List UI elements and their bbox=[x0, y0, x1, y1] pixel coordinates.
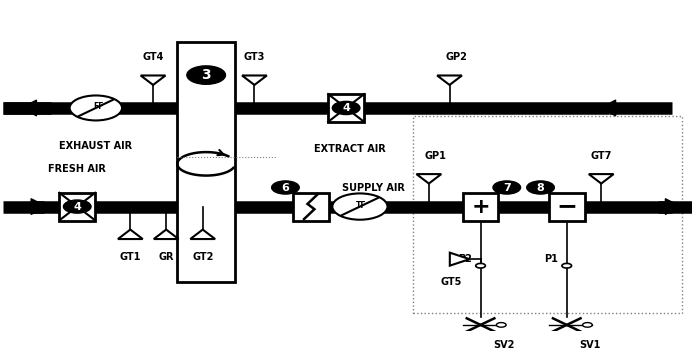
Polygon shape bbox=[140, 75, 165, 85]
Text: 7: 7 bbox=[503, 183, 511, 192]
Circle shape bbox=[476, 264, 485, 268]
Polygon shape bbox=[190, 230, 215, 239]
Bar bbox=[413, 116, 682, 313]
Text: GR: GR bbox=[158, 252, 174, 262]
Circle shape bbox=[272, 181, 300, 194]
Circle shape bbox=[562, 264, 571, 268]
Text: 3: 3 bbox=[202, 68, 211, 82]
Text: SUPPLY AIR: SUPPLY AIR bbox=[342, 183, 405, 192]
Text: GT5: GT5 bbox=[440, 277, 461, 287]
Text: P1: P1 bbox=[545, 254, 559, 264]
Circle shape bbox=[332, 101, 360, 114]
Circle shape bbox=[493, 181, 521, 194]
Bar bbox=[463, 193, 498, 220]
Text: GT7: GT7 bbox=[591, 151, 612, 161]
Text: GT1: GT1 bbox=[120, 252, 141, 262]
Text: SV1: SV1 bbox=[579, 340, 600, 350]
Polygon shape bbox=[450, 253, 470, 266]
Text: TF: TF bbox=[356, 201, 366, 210]
Circle shape bbox=[332, 193, 388, 220]
Bar bbox=[328, 94, 364, 122]
Bar bbox=[59, 193, 95, 220]
Text: 4: 4 bbox=[342, 103, 350, 113]
Polygon shape bbox=[154, 230, 179, 239]
Circle shape bbox=[63, 200, 91, 213]
Text: GT2: GT2 bbox=[192, 252, 213, 262]
Polygon shape bbox=[589, 174, 614, 184]
Circle shape bbox=[582, 323, 592, 327]
Text: FF: FF bbox=[93, 102, 104, 111]
Bar bbox=[549, 193, 584, 220]
Text: SV2: SV2 bbox=[493, 340, 514, 350]
Bar bbox=[293, 193, 329, 220]
Text: GP1: GP1 bbox=[425, 151, 447, 161]
Polygon shape bbox=[118, 230, 142, 239]
Circle shape bbox=[70, 95, 122, 120]
Text: GT4: GT4 bbox=[142, 52, 164, 62]
Circle shape bbox=[496, 323, 506, 327]
Text: +: + bbox=[471, 197, 490, 217]
Text: FRESH AIR: FRESH AIR bbox=[48, 164, 106, 174]
Text: 8: 8 bbox=[537, 183, 544, 192]
Circle shape bbox=[527, 181, 555, 194]
Text: GT3: GT3 bbox=[244, 52, 265, 62]
Text: 6: 6 bbox=[281, 183, 289, 192]
Circle shape bbox=[187, 66, 225, 84]
Text: GP2: GP2 bbox=[445, 52, 467, 62]
Bar bbox=[177, 42, 236, 282]
Text: EXHAUST AIR: EXHAUST AIR bbox=[59, 141, 133, 151]
Text: −: − bbox=[556, 194, 578, 219]
Text: 4: 4 bbox=[73, 201, 81, 212]
Polygon shape bbox=[242, 75, 267, 85]
Text: EXTRACT AIR: EXTRACT AIR bbox=[313, 144, 386, 154]
Text: P2: P2 bbox=[459, 254, 473, 264]
Polygon shape bbox=[437, 75, 462, 85]
Polygon shape bbox=[416, 174, 441, 184]
